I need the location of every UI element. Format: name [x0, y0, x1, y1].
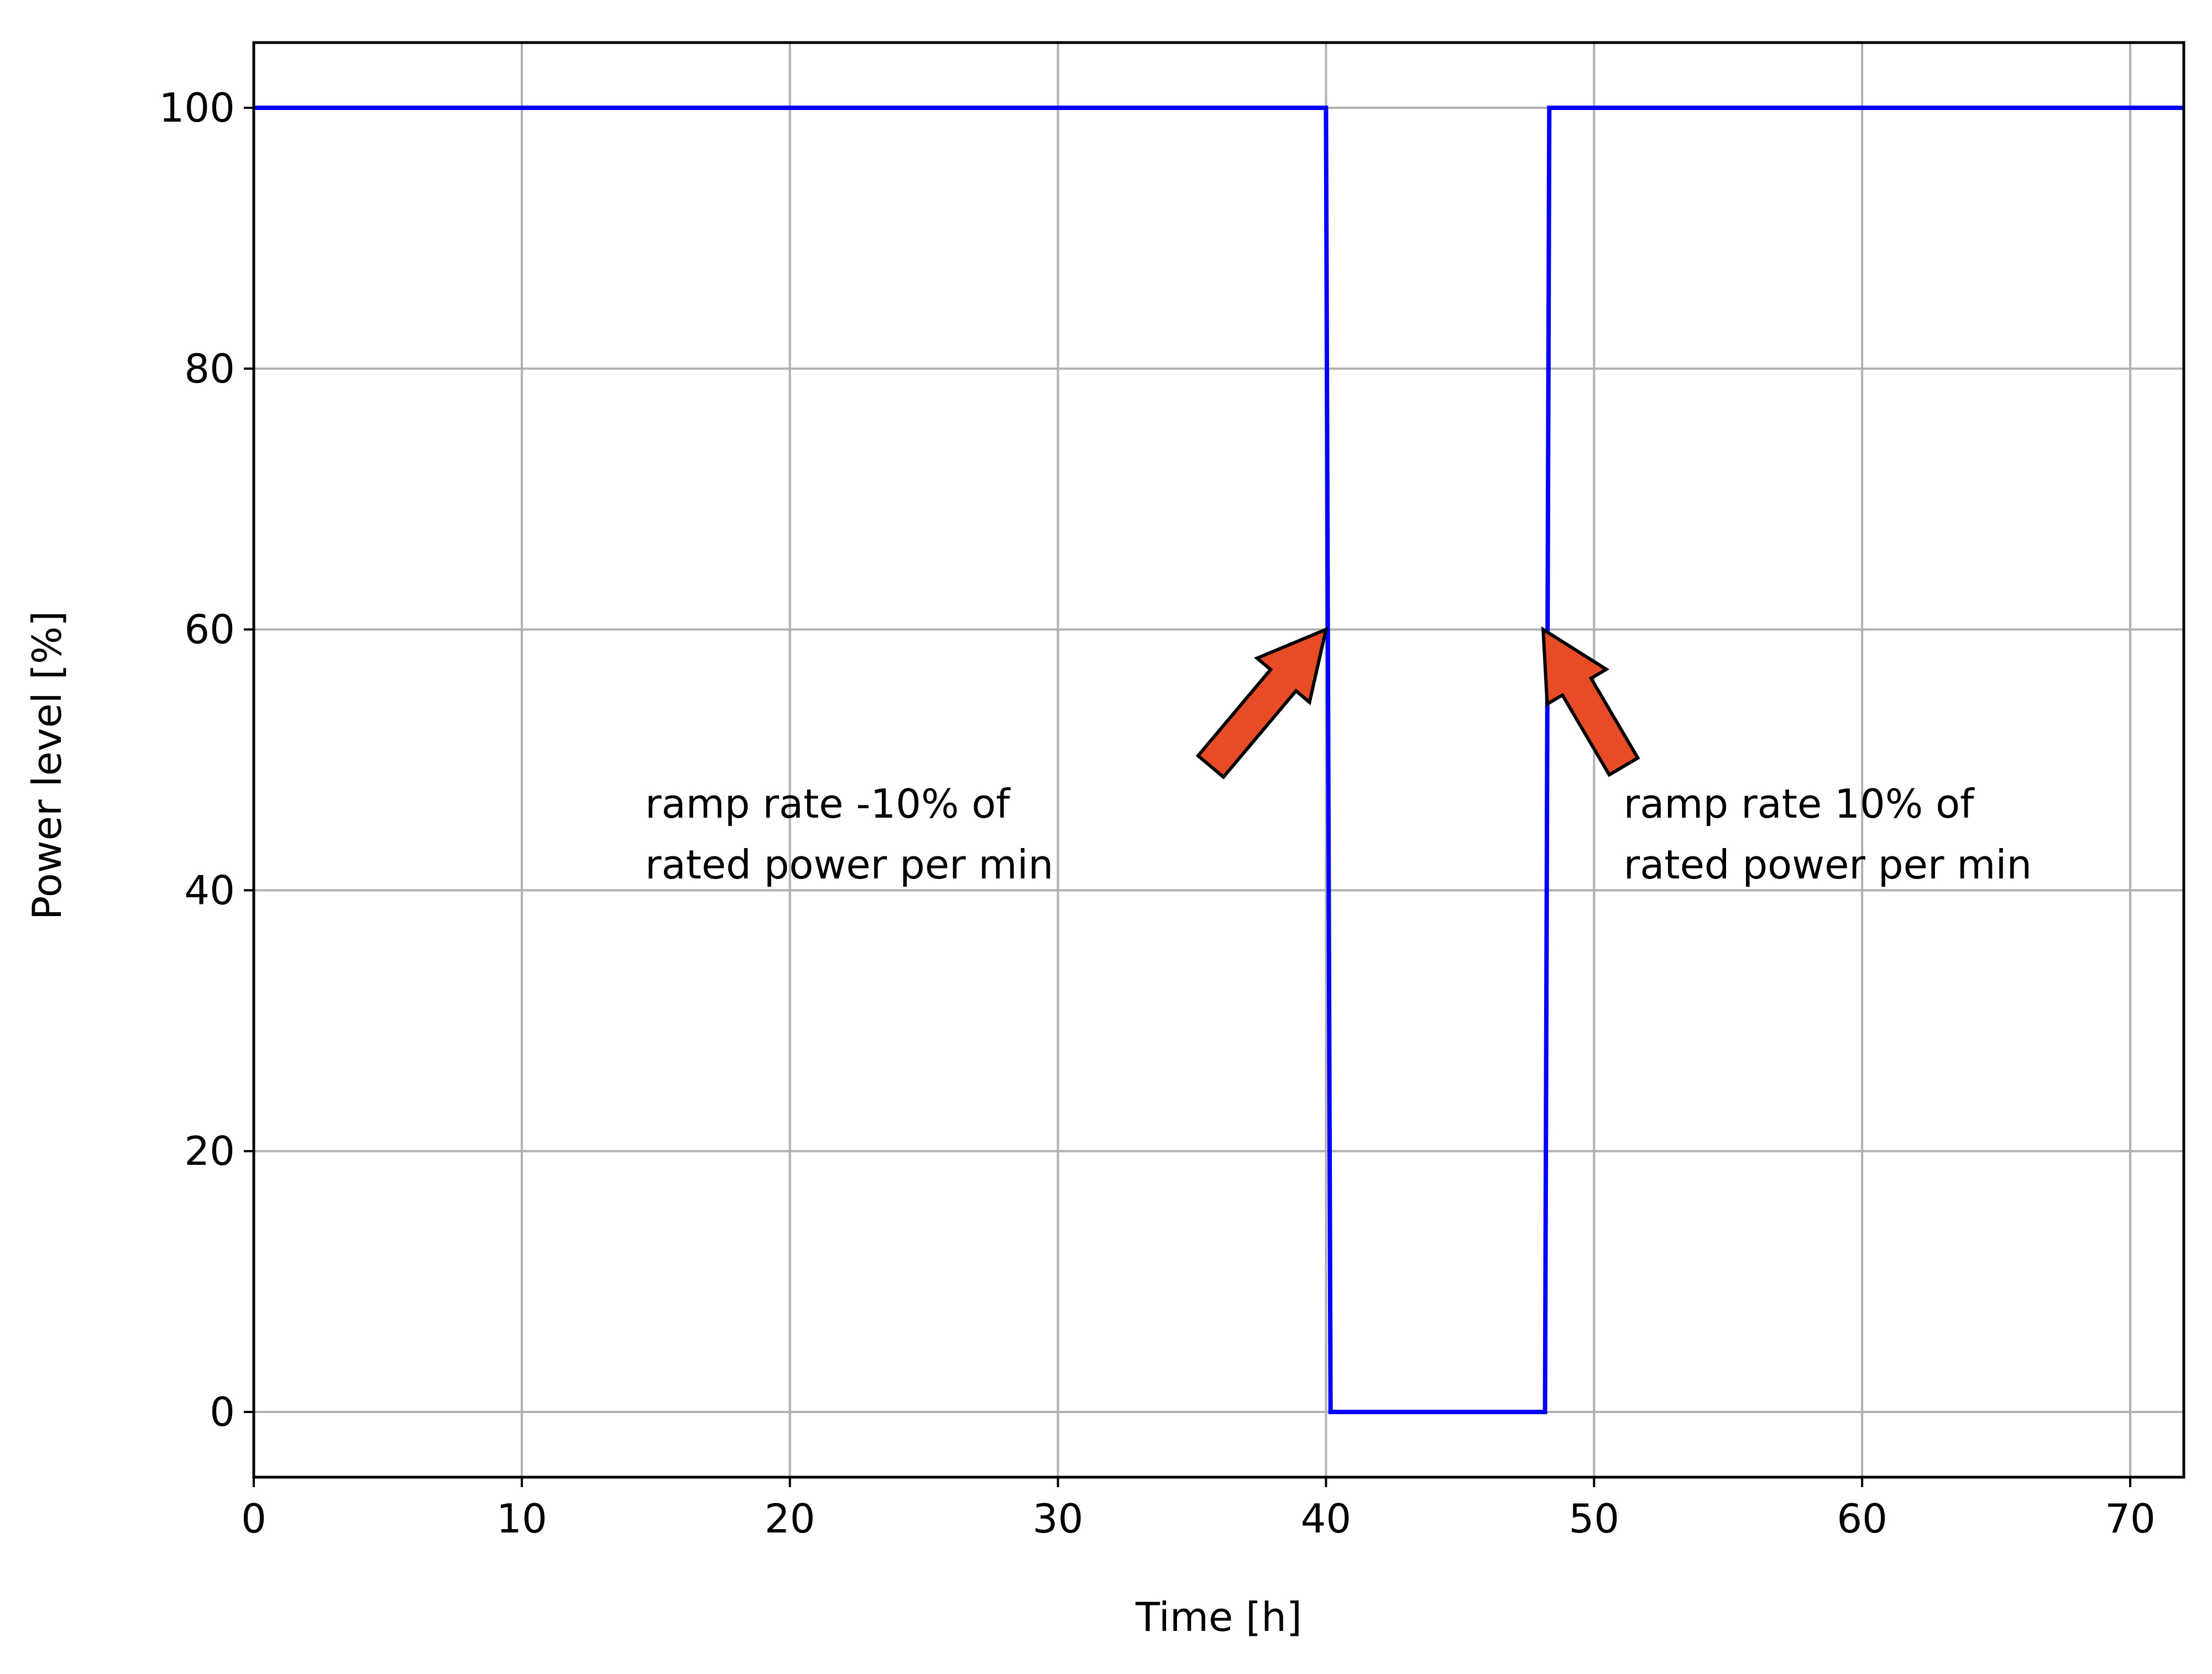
- x-tick-label: 60: [1837, 1495, 1887, 1542]
- y-tick-label: 60: [184, 606, 235, 653]
- annotation-text: ramp rate -10% of rated power per min: [645, 781, 1054, 888]
- y-tick-label: 40: [184, 867, 235, 913]
- x-axis-label: Time [h]: [1135, 1594, 1302, 1640]
- annotations: ramp rate -10% of rated power per minramp…: [645, 626, 2032, 888]
- ticks: 0 10 20 30 40 50 60 70 0 20 40 60 80 100: [159, 85, 2156, 1542]
- y-tick-label: 80: [184, 346, 235, 392]
- x-tick-label: 50: [1568, 1495, 1619, 1542]
- x-tick-label: 10: [496, 1495, 547, 1542]
- x-tick-label: 40: [1301, 1495, 1352, 1542]
- annotation-line: ramp rate -10% of: [645, 781, 1011, 827]
- x-tick-label: 20: [765, 1495, 815, 1542]
- annotation-line: rated power per min: [645, 841, 1054, 888]
- plot-frame: [252, 41, 2185, 1479]
- annotation-line: rated power per min: [1624, 841, 2032, 888]
- series-line: [254, 106, 2184, 1414]
- x-tick-label: 70: [2105, 1495, 2156, 1542]
- x-tick-label: 0: [241, 1495, 266, 1542]
- annotation-text: ramp rate 10% of rated power per min: [1624, 781, 2032, 888]
- series-layer: [254, 106, 2184, 1414]
- y-tick-label: 20: [184, 1128, 235, 1174]
- annotation-arrow: [1541, 626, 1640, 777]
- y-tick-label: 0: [210, 1389, 235, 1435]
- annotation-line: ramp rate 10% of: [1624, 781, 1975, 827]
- y-axis-label: Power level [%]: [24, 611, 70, 920]
- annotation-arrow: [1195, 626, 1329, 780]
- x-tick-label: 30: [1033, 1495, 1084, 1542]
- y-tick-label: 100: [159, 85, 235, 131]
